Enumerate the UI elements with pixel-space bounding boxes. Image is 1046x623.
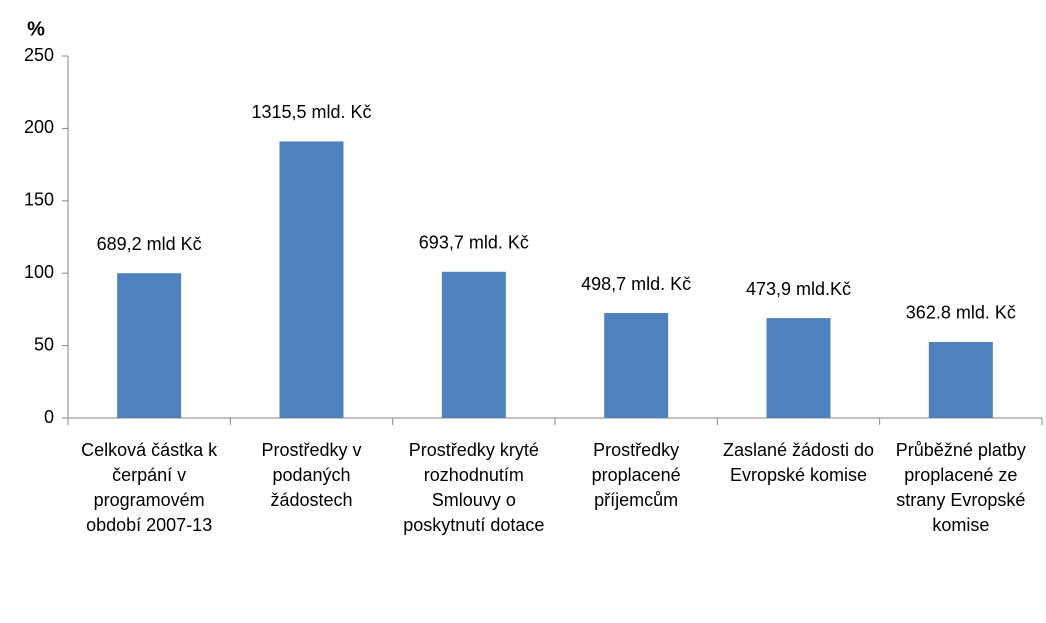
y-tick-label: 150 (24, 190, 54, 210)
bar (766, 318, 831, 418)
x-tick-label: Prostředky v podaných žádostech (261, 440, 362, 510)
bar (441, 271, 506, 418)
bar (117, 273, 182, 418)
x-tick-label: Celková částka k čerpání v programovém o… (81, 440, 218, 535)
bar-annotation: 1315,5 mld. Kč (251, 102, 371, 122)
bar-annotation: 362.8 mld. Kč (906, 303, 1016, 323)
y-axis-label: % (27, 18, 45, 40)
bar-annotation: 473,9 mld.Kč (746, 279, 851, 299)
bar-annotation: 689,2 mld Kč (97, 234, 202, 254)
x-tick-label: Prostředky proplacené příjemcům (591, 440, 681, 510)
bar (279, 141, 344, 418)
bar-annotation: 498,7 mld. Kč (581, 274, 691, 294)
y-tick-label: 100 (24, 262, 54, 282)
x-tick-label: Prostředky kryté rozhodnutím Smlouvy o p… (403, 440, 545, 535)
y-tick-label: 0 (44, 407, 54, 427)
bar (604, 313, 669, 418)
y-tick-label: 250 (24, 45, 54, 65)
x-tick-label: Průběžné platby proplacené ze strany Evr… (895, 440, 1026, 535)
bar-annotation: 693,7 mld. Kč (419, 233, 529, 253)
x-tick-label: Zaslané žádosti do Evropské komise (722, 440, 875, 485)
y-tick-label: 50 (34, 334, 54, 354)
bar (928, 341, 993, 418)
y-tick-label: 200 (24, 117, 54, 137)
